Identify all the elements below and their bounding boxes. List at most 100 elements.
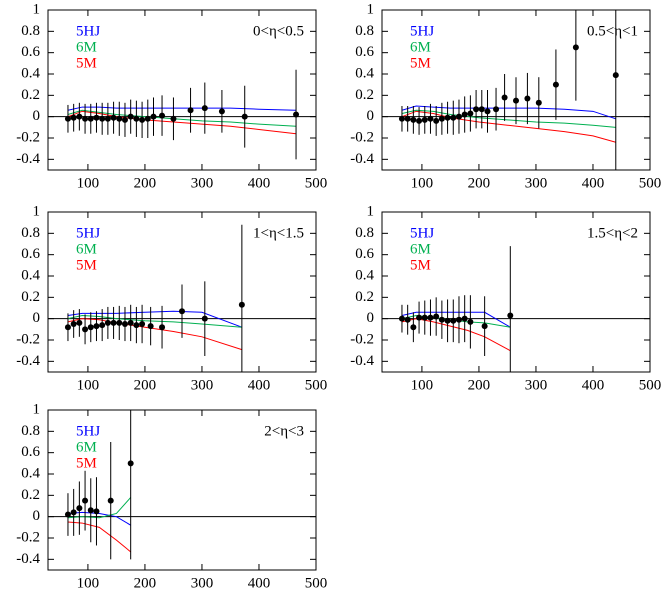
data-point (444, 114, 451, 121)
frame (47, 409, 317, 571)
x-tick-label: 100 (411, 175, 434, 191)
data-point (70, 509, 77, 516)
data-point (484, 108, 491, 115)
data-point (87, 507, 94, 514)
data-point (410, 116, 417, 123)
data-point (450, 114, 457, 121)
frame (381, 211, 651, 373)
data-point (404, 115, 411, 122)
data-point (159, 112, 166, 119)
x-tick-label: 300 (525, 377, 548, 393)
plot-area (48, 224, 316, 372)
data-point (93, 323, 100, 330)
y-tick-label: 1 (33, 203, 41, 219)
data-point (421, 116, 428, 123)
data-point (438, 115, 445, 122)
annotation: 1.5<η<2 (587, 225, 638, 241)
data-point (218, 108, 225, 115)
x-tick-label: 400 (248, 377, 271, 393)
data-point (116, 115, 123, 122)
model-line (67, 511, 131, 526)
y-tick-label: 0 (33, 508, 41, 524)
plot-area (48, 69, 316, 160)
y-tick-label: 0 (33, 310, 41, 326)
y-tick-label: 1 (33, 401, 41, 417)
data-point (82, 326, 89, 333)
data-point (493, 106, 500, 113)
panel: 1 0.8 0.6 0.4 0.2 0 -0.2 -0.4 100 200 300 400 500 5HJ… (16, 401, 328, 591)
y-tick-label: 0.6 (21, 44, 40, 60)
x-tick-label: 500 (305, 575, 328, 591)
x-tick-label: 100 (77, 575, 100, 591)
data-point (473, 106, 480, 113)
x-tick-label: 400 (248, 575, 271, 591)
data-point (201, 105, 208, 112)
data-point (433, 313, 440, 320)
data-point (116, 319, 123, 326)
frame (381, 9, 651, 171)
legend-entry: 5M (410, 257, 431, 273)
legend-entry: 6M (76, 241, 97, 257)
x-tick-label: 100 (77, 377, 100, 393)
data-point (238, 301, 245, 308)
y-tick-label: 0 (367, 310, 375, 326)
panel: 1 0.8 0.6 0.4 0.2 0 -0.2 -0.4 100 200 300 400 500 5HJ… (350, 1, 662, 191)
y-tick-label: -0.2 (16, 529, 40, 545)
y-tick-label: -0.4 (16, 151, 40, 167)
y-tick-label: 0 (33, 108, 41, 124)
x-tick-label: 300 (191, 377, 214, 393)
data-point (455, 316, 462, 323)
data-point (572, 44, 579, 51)
y-tick-label: 0.2 (355, 87, 374, 103)
data-point (150, 113, 157, 120)
y-tick-label: 0.2 (21, 487, 40, 503)
frame (47, 211, 317, 373)
y-tick-label: 0.4 (21, 65, 40, 81)
model-line (401, 318, 511, 352)
y-tick-label: 0.4 (21, 465, 40, 481)
x-tick-label: 400 (582, 377, 605, 393)
data-point (133, 115, 140, 122)
data-point (70, 321, 77, 327)
data-point (139, 321, 146, 327)
y-tick-label: -0.4 (16, 551, 40, 567)
data-point (76, 319, 83, 326)
annotation: 0<η<0.5 (253, 23, 304, 39)
y-tick-label: -0.4 (16, 353, 40, 369)
model-line (67, 318, 243, 351)
data-point (82, 115, 89, 122)
legend-entry: 5M (410, 55, 431, 71)
y-tick-label: 1 (33, 1, 41, 17)
x-tick-label: 500 (305, 377, 328, 393)
data-point (64, 115, 71, 122)
x-tick-label: 400 (582, 175, 605, 191)
y-tick-label: 0.8 (21, 225, 40, 241)
data-point (104, 319, 111, 326)
data-point (398, 115, 405, 122)
y-tick-label: -0.4 (350, 353, 374, 369)
y-tick-label: 0.8 (355, 23, 374, 39)
data-point (467, 318, 474, 325)
x-tick-label: 500 (639, 377, 662, 393)
data-point (99, 115, 106, 122)
data-point (127, 460, 134, 467)
legend-entry: 5HJ (410, 225, 434, 241)
model-line (67, 497, 132, 519)
data-point (524, 95, 531, 102)
data-point (410, 324, 417, 331)
data-point (64, 324, 71, 331)
y-tick-label: 1 (367, 203, 375, 219)
y-tick-label: -0.2 (16, 129, 40, 145)
data-point (93, 114, 100, 121)
legend-entry: 6M (410, 241, 431, 257)
data-point (507, 312, 514, 319)
data-point (76, 505, 83, 512)
data-point (535, 99, 542, 106)
data-point (612, 72, 619, 79)
x-tick-label: 500 (639, 175, 662, 191)
panel: 1 0.8 0.6 0.4 0.2 0 -0.2 -0.4 100 200 300 400 500 5HJ… (350, 203, 661, 393)
data-point (76, 113, 83, 120)
y-tick-label: 0.6 (355, 246, 374, 262)
y-tick-label: 0.6 (21, 444, 40, 460)
